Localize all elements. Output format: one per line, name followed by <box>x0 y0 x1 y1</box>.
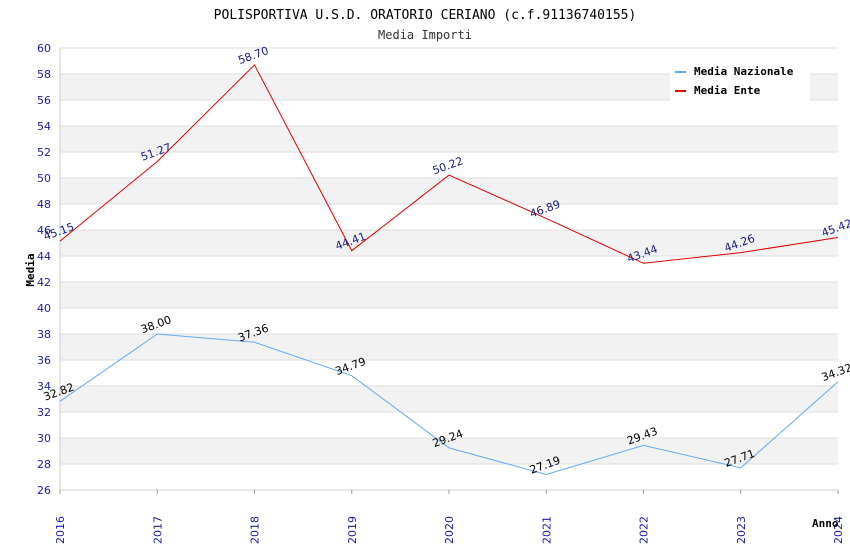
x-tick-label: 2017 <box>151 516 164 544</box>
grid-band <box>60 230 838 256</box>
grid-band <box>60 386 838 412</box>
grid-band <box>60 178 838 204</box>
y-tick-label: 26 <box>37 484 51 497</box>
legend-entry: Media Ente <box>694 84 761 97</box>
x-tick-label: 2016 <box>54 516 67 544</box>
series-line <box>59 64 839 264</box>
y-tick-label: 60 <box>37 42 51 55</box>
y-tick-label: 56 <box>37 94 51 107</box>
y-tick-label: 38 <box>37 328 51 341</box>
x-tick-label: 2021 <box>540 516 553 544</box>
legend-entry: Media Nazionale <box>694 65 794 78</box>
grid-bands <box>60 74 838 464</box>
y-tick-label: 46 <box>37 224 51 237</box>
data-label: 34.32 <box>820 361 850 384</box>
y-tick-label: 48 <box>37 198 51 211</box>
axes <box>59 48 839 494</box>
grid-band <box>60 282 838 308</box>
grid-band <box>60 438 838 464</box>
y-tick-label: 34 <box>37 380 51 393</box>
grid-band <box>60 334 838 360</box>
x-tick-label: 2019 <box>346 516 359 544</box>
series-lines <box>59 64 839 476</box>
x-tick-label: 2024 <box>832 516 845 544</box>
y-tick-label: 32 <box>37 406 51 419</box>
y-tick-label: 40 <box>37 302 51 315</box>
y-tick-label: 50 <box>37 172 51 185</box>
y-tick-label: 36 <box>37 354 51 367</box>
grid-lines <box>60 47 838 491</box>
y-tick-label: 54 <box>37 120 51 133</box>
x-tick-label: 2022 <box>638 516 651 544</box>
x-tick-labels: 2016 2017 2018 2019 2020 2021 2022 2023 2024 <box>54 516 845 544</box>
data-label: 38.00 <box>139 313 173 336</box>
y-tick-label: 58 <box>37 68 51 81</box>
grid-band <box>60 126 838 152</box>
y-tick-label: 28 <box>37 458 51 471</box>
chart-title: POLISPORTIVA U.S.D. ORATORIO CERIANO (c.… <box>214 8 637 23</box>
y-tick-label: 44 <box>37 250 51 263</box>
legend: Media Nazionale Media Ente <box>670 60 810 102</box>
y-tick-label: 52 <box>37 146 51 159</box>
x-tick-label: 2018 <box>249 516 262 544</box>
x-tick-label: 2023 <box>735 516 748 544</box>
y-tick-label: 30 <box>37 432 51 445</box>
y-tick-labels: 26 28 30 32 34 36 38 40 42 44 46 48 50 52 54 56 58 60 <box>37 42 51 497</box>
data-label: 50.22 <box>431 154 465 177</box>
y-axis-label: Media <box>24 253 37 286</box>
x-tick-label: 2020 <box>443 516 456 544</box>
y-tick-label: 42 <box>37 276 51 289</box>
legend-box <box>670 60 810 102</box>
chart-subtitle: Media Importi <box>378 28 472 42</box>
series-line <box>59 333 839 476</box>
x-axis-label: Anno <box>812 517 839 530</box>
